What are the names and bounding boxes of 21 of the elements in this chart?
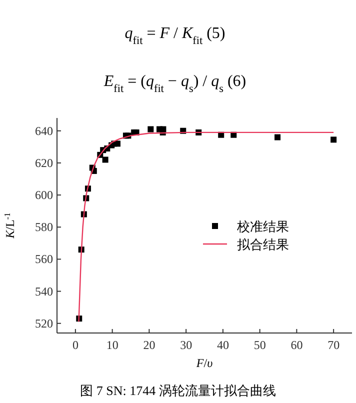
text: q$_{fit}$ = F / K$_{fit}$ (5)	[124, 25, 226, 47]
y-tick-label: 560	[35, 252, 53, 266]
x-tick-label: 70	[328, 338, 340, 352]
x-tick-label: 20	[143, 338, 156, 352]
x-tick-label: 40	[216, 338, 229, 352]
x-tick-label: 30	[180, 338, 192, 352]
y-tick-label: 540	[35, 284, 53, 298]
y-tick-label: 620	[35, 156, 53, 170]
y-tick-label: 640	[35, 124, 53, 138]
legend-label: 拟合结果	[237, 237, 289, 252]
x-tick-label: 50	[254, 338, 266, 352]
x-tick-label: 60	[290, 338, 303, 352]
y-tick-label: 520	[35, 316, 53, 330]
y-tick-label: 580	[35, 220, 53, 234]
x-tick-label: 0	[72, 338, 78, 352]
x-axis-title: F/υ	[195, 356, 214, 370]
legend-label: 校准结果	[236, 219, 289, 234]
y-tick-label: 600	[35, 188, 53, 202]
x-tick-label: 10	[106, 338, 118, 352]
text: E$_{fit}$ = (q$_{fit}$ − q$_{s}$) / q$_{s}$ (6)	[104, 73, 246, 95]
caption: 图 7 SN: 1744 涡轮流量计拟合曲线	[80, 383, 276, 398]
